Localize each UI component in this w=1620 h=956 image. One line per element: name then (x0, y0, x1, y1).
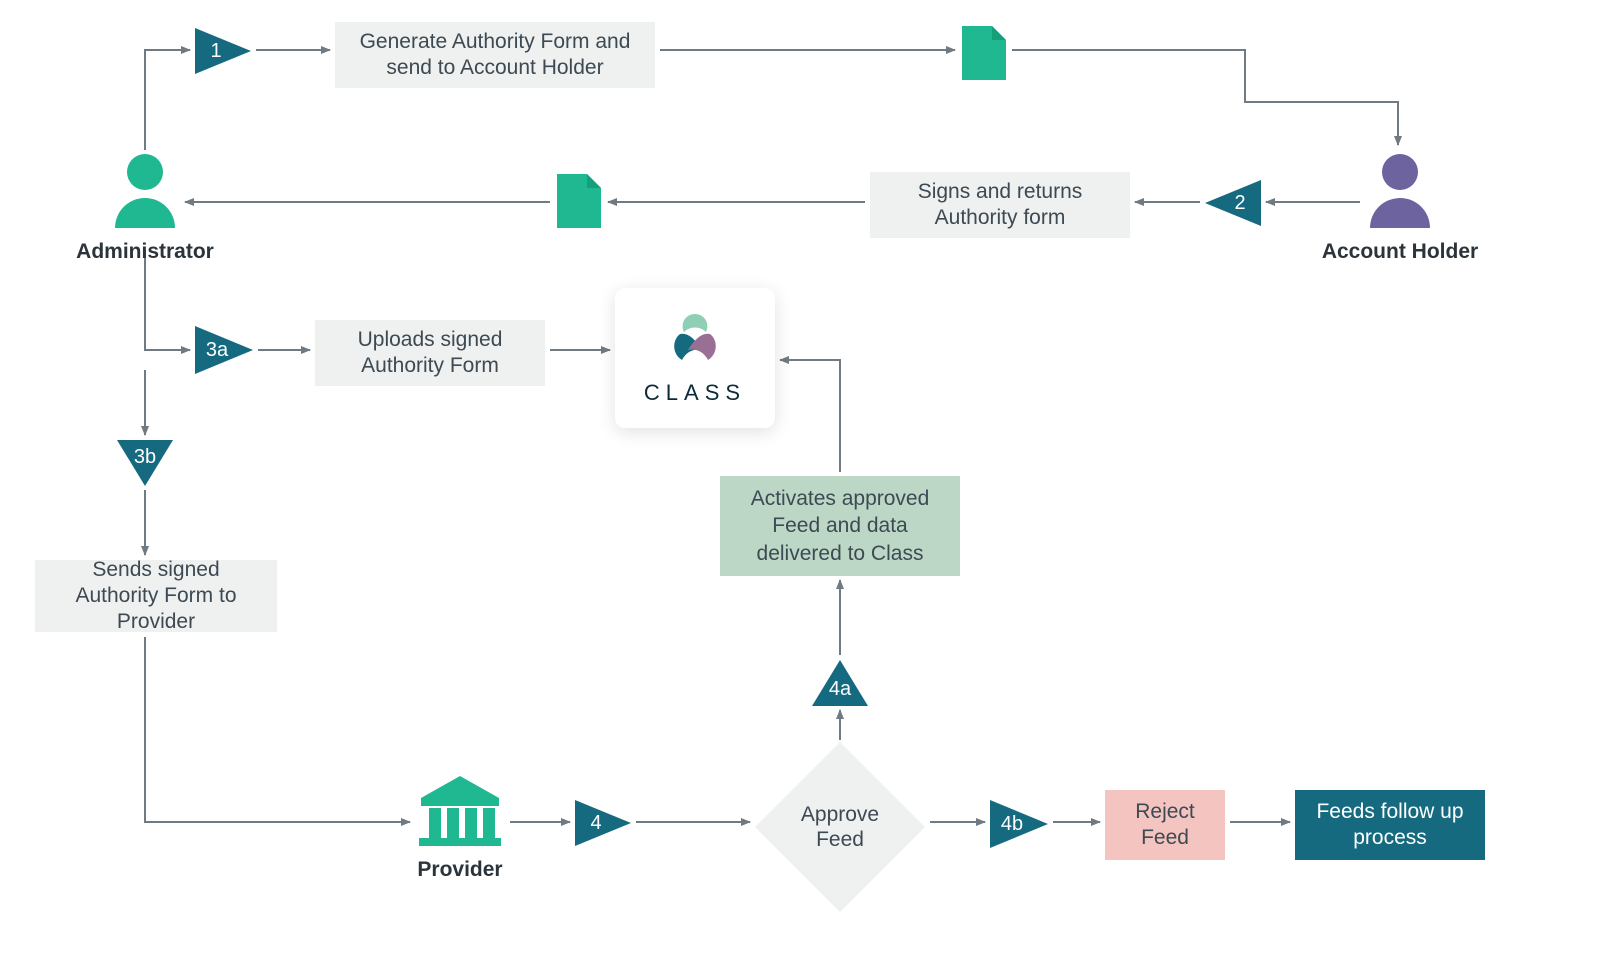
box-generate-authority: Generate Authority Form and send to Acco… (335, 22, 655, 88)
class-logo-text: CLASS (644, 380, 746, 406)
step-4-marker: 4 (575, 800, 631, 846)
box-signs-returns: Signs and returns Authority form (870, 172, 1130, 238)
step-4b-marker: 4b (990, 800, 1048, 848)
provider-label: Provider (410, 858, 510, 882)
step-3a-marker: 3a (195, 326, 253, 374)
box-sends-provider: Sends signed Authority Form to Provider (35, 560, 277, 632)
provider-icon (415, 772, 505, 848)
decision-approve-feed: Approve Feed (755, 742, 925, 912)
edge-doc-to-ah (1012, 50, 1398, 145)
document-icon-top (960, 24, 1008, 82)
class-logo-card: CLASS (615, 288, 775, 428)
flowchart-stage: Administrator Account Holder 1 Generate … (0, 0, 1620, 956)
account-holder-label: Account Holder (1300, 240, 1500, 264)
edge-sends-to-prov (145, 637, 410, 822)
box-reject-feed: Reject Feed (1105, 790, 1225, 860)
box-followup: Feeds follow up process (1295, 790, 1485, 860)
account-holder-icon (1365, 150, 1435, 230)
step-1-marker: 1 (195, 28, 251, 74)
step-2-marker: 2 (1205, 180, 1261, 226)
edge-admin-to-3a (145, 250, 190, 350)
administrator-icon (110, 150, 180, 230)
edge-admin-to-1 (145, 50, 190, 150)
box-activates: Activates approved Feed and data deliver… (720, 476, 960, 576)
step-4a-marker: 4a (812, 660, 868, 706)
box-uploads: Uploads signed Authority Form (315, 320, 545, 386)
administrator-label: Administrator (60, 240, 230, 264)
edge-act-to-class (780, 360, 840, 472)
document-icon-mid (555, 172, 603, 230)
step-3b-marker: 3b (117, 440, 173, 486)
